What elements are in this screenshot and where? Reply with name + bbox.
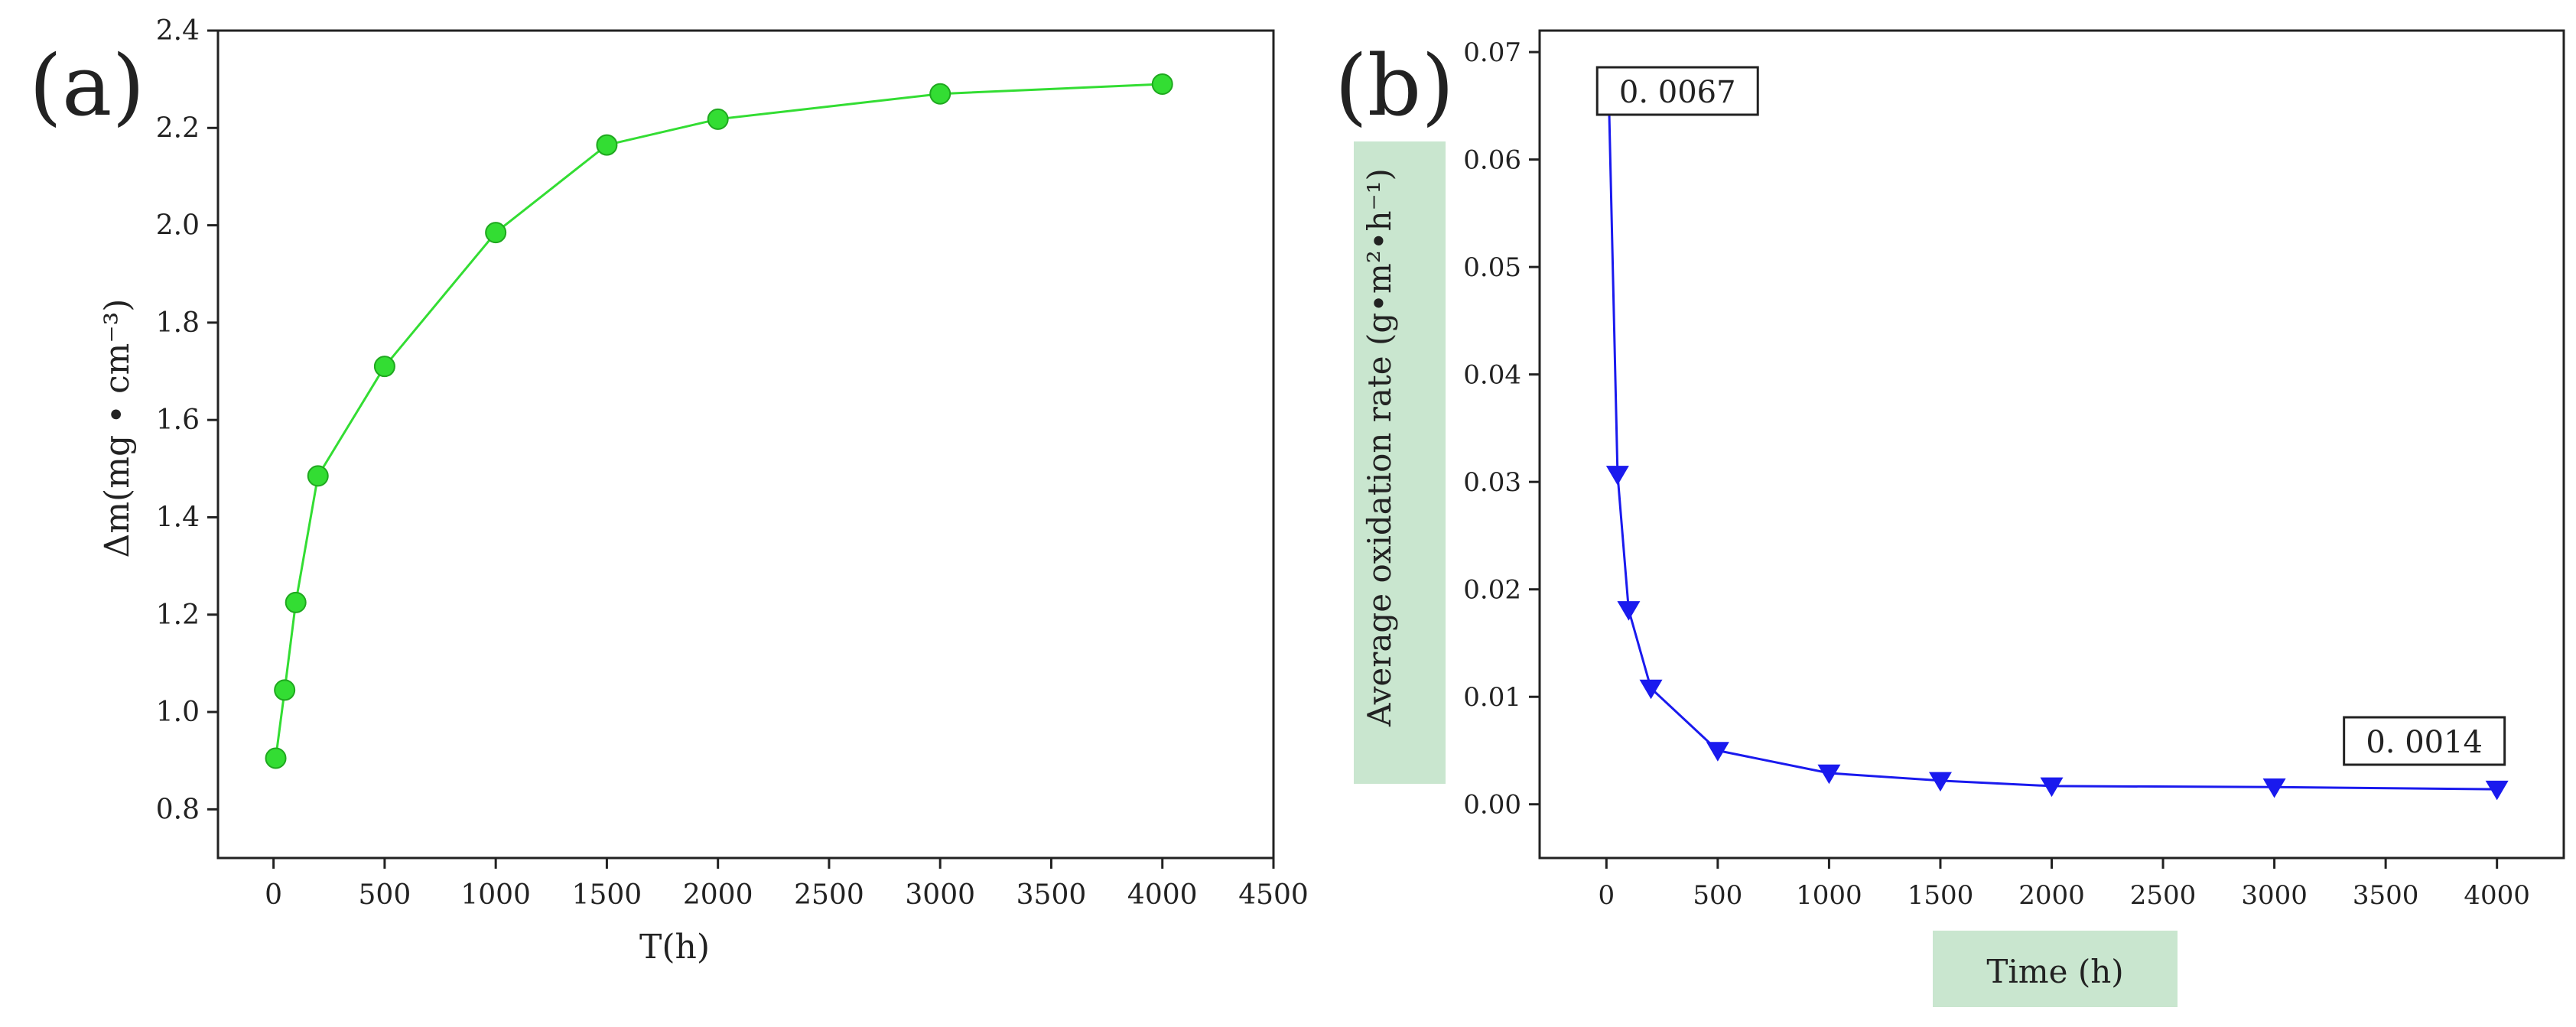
y-tick-label: 0.02 xyxy=(1463,575,1521,606)
x-tick-label: 1500 xyxy=(1908,880,1974,911)
x-tick-label: 2000 xyxy=(2018,880,2085,911)
y-tick-label: 1.4 xyxy=(156,502,200,533)
y-tick-label: 1.0 xyxy=(156,697,200,728)
data-point xyxy=(929,83,951,105)
panel-label: (b) xyxy=(1335,37,1454,135)
annotation-box xyxy=(1595,66,1759,116)
data-point xyxy=(373,356,395,378)
x-tick-label: 1000 xyxy=(1796,880,1862,911)
y-tick-label: 0.04 xyxy=(1463,360,1521,391)
y-tick-label: 0.03 xyxy=(1463,467,1521,498)
y-tick-label: 1.8 xyxy=(156,307,200,339)
data-point xyxy=(285,591,307,613)
x-tick-label: 1000 xyxy=(460,879,531,911)
x-tick-label: 0 xyxy=(265,879,282,911)
x-tick-label: 4000 xyxy=(1127,879,1198,911)
x-tick-label: 2000 xyxy=(683,879,753,911)
y-axis-label: Average oxidation rate (g•m²•h⁻¹) xyxy=(1361,168,1398,727)
x-tick-label: 3000 xyxy=(905,879,975,911)
data-point xyxy=(265,747,287,769)
data-point xyxy=(1151,73,1173,96)
y-axis-label: Δm(mg • cm⁻³) xyxy=(98,299,137,558)
x-axis-label: T(h) xyxy=(639,928,710,967)
annotation-label: 0. 0067 xyxy=(1619,75,1736,110)
panel-label: (a) xyxy=(29,37,145,135)
series-line xyxy=(1607,87,2497,791)
data-point xyxy=(1928,772,1952,792)
panel-a-chart: 0 500 1000 1500 2000 2500 3000 3500 4000 4500 0.8 1… xyxy=(29,15,1309,967)
x-tick-label: 3000 xyxy=(2241,880,2308,911)
data-point xyxy=(1639,679,1663,700)
annotation-label: 0. 0014 xyxy=(2366,725,2483,760)
x-tick-label: 4500 xyxy=(1238,879,1309,911)
panel-b-chart: 0 500 1000 1500 2000 2500 3000 3500 4000 0.00 0.01… xyxy=(1335,29,2565,1007)
y-label-highlight xyxy=(1354,141,1446,784)
data-point xyxy=(2262,778,2286,798)
data-point xyxy=(2040,777,2064,798)
y-tick-label: 2.2 xyxy=(156,112,200,144)
data-point xyxy=(307,465,329,487)
x-tick-label: 500 xyxy=(1693,880,1742,911)
data-point xyxy=(1617,601,1641,621)
x-tick-label: 500 xyxy=(359,879,411,911)
y-tick-label: 2.0 xyxy=(156,210,200,242)
y-tick-label: 1.6 xyxy=(156,405,200,436)
y-tick-label: 0.05 xyxy=(1463,252,1521,283)
x-tick-label: 0 xyxy=(1599,880,1615,911)
x-tick-label: 2500 xyxy=(794,879,864,911)
data-point xyxy=(707,108,729,130)
x-tick-label: 1500 xyxy=(572,879,642,911)
series-line xyxy=(275,83,1163,759)
y-tick-label: 0.01 xyxy=(1463,682,1521,713)
data-point xyxy=(1817,764,1841,785)
data-point xyxy=(274,679,296,701)
x-tick-label: 4000 xyxy=(2464,880,2530,911)
y-tick-label: 0.8 xyxy=(156,794,200,825)
y-tick-label: 0.07 xyxy=(1463,37,1521,68)
plot-frame xyxy=(216,29,1275,860)
data-point xyxy=(2485,780,2509,801)
annotation-box xyxy=(2343,716,2506,766)
x-label-highlight xyxy=(1933,931,2178,1007)
data-point xyxy=(596,134,618,156)
x-tick-label: 3500 xyxy=(2353,880,2419,911)
y-tick-label: 0.00 xyxy=(1463,790,1521,821)
data-point xyxy=(1706,742,1729,762)
y-tick-label: 1.2 xyxy=(156,600,200,631)
data-point xyxy=(485,222,507,244)
data-point xyxy=(1605,466,1629,486)
x-tick-label: 2500 xyxy=(2130,880,2197,911)
y-tick-label: 2.4 xyxy=(156,15,200,47)
y-tick-label: 0.06 xyxy=(1463,145,1521,176)
x-tick-label: 3500 xyxy=(1016,879,1087,911)
x-axis-label: Time (h) xyxy=(1986,953,2123,990)
